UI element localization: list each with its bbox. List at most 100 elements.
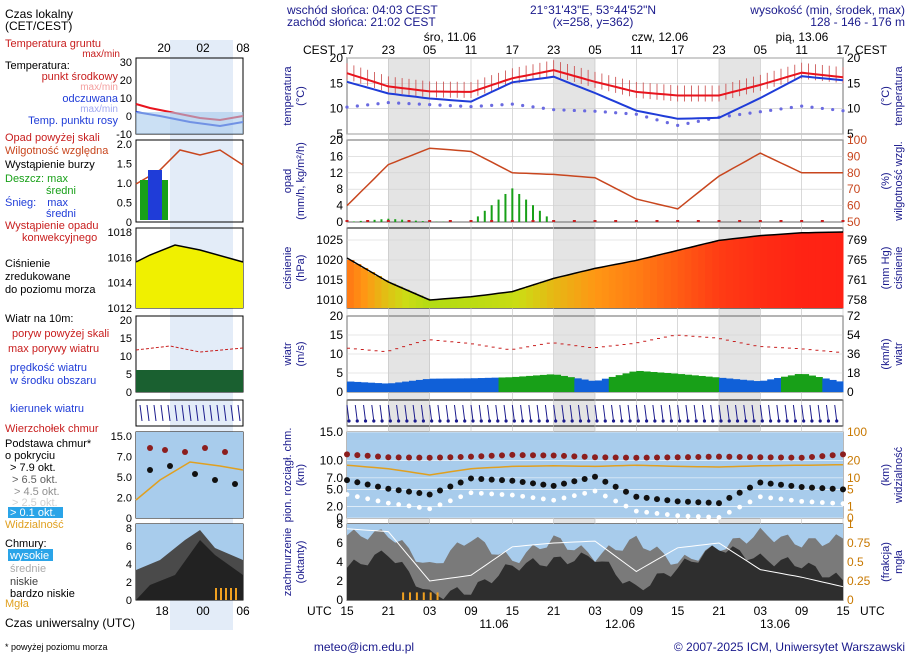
- legend-mini-tick: 5: [126, 369, 132, 381]
- wind-speed-fill: [767, 379, 775, 392]
- bottom-hour-label: 09: [464, 604, 478, 618]
- cloud-base-low-dot: [623, 503, 629, 509]
- legend-mini-tick: 7.0: [117, 452, 132, 464]
- cloud-base-low-dot: [809, 499, 815, 505]
- wind-arrow-head: [793, 419, 798, 423]
- pressure-fill: [367, 272, 376, 308]
- humidity-tick: 60: [847, 199, 861, 213]
- wind-arrow-head: [744, 419, 748, 423]
- wind-arrow: [644, 404, 648, 422]
- rain-bar: [380, 219, 383, 222]
- pressure-tick: 1025: [316, 233, 343, 247]
- low-cloud-area: [347, 545, 843, 600]
- wind-kmh-tick: 54: [847, 328, 861, 342]
- pressure-fill: [815, 232, 823, 308]
- wind-speed-fill: [450, 378, 458, 392]
- wind-arrow: [346, 404, 350, 422]
- wind-speed-fill: [822, 378, 830, 392]
- wind-arrow: [387, 404, 391, 422]
- pressure-fill: [725, 239, 734, 308]
- wind-speed-fill: [794, 374, 803, 392]
- wind-axis-title-right: wiatr: [893, 342, 905, 367]
- wind-speed-fill: [815, 377, 823, 392]
- pressure-fill: [829, 232, 837, 308]
- cloud-base-dot: [571, 478, 578, 485]
- wind-arrow: [677, 404, 681, 422]
- legend-mini-tick: 1014: [108, 278, 132, 290]
- wind-speed-fill: [760, 380, 768, 392]
- top-hour-label: 05: [588, 43, 602, 57]
- wind-kmh-tick: 36: [847, 347, 861, 361]
- wind-arrow: [693, 404, 697, 422]
- legend-wind-speed: prędkość wiatru: [10, 362, 87, 374]
- top-hour-label: 11: [630, 43, 643, 57]
- wind-speed-fill: [608, 376, 617, 392]
- legend-pressure-fill: [136, 245, 243, 308]
- legend-mini-tick: 1.5: [117, 159, 132, 171]
- pressure-fill: [491, 293, 500, 308]
- wind-arrow-head: [438, 419, 442, 423]
- wind-arrow: [429, 404, 433, 422]
- wind-arrow: [462, 404, 466, 422]
- legend-cloud-top-dot: [182, 449, 188, 455]
- elevation-label: wysokość (min, środek, max): [749, 3, 905, 17]
- wind-tick: 5: [336, 366, 343, 380]
- wind-speed-fill: [739, 379, 748, 392]
- temperature-line: [346, 69, 844, 97]
- wind-arrow: [553, 404, 557, 422]
- legend-okt01-bg: [8, 507, 63, 518]
- cloud-base-dot: [623, 488, 629, 495]
- wind-arrow-head: [818, 419, 822, 423]
- pressure-tick: 1015: [316, 273, 343, 287]
- cloud-top-dot: [561, 452, 567, 459]
- pressure-fill: [388, 283, 396, 308]
- wind-arrow-head: [545, 419, 550, 423]
- wind-arrow: [668, 404, 672, 422]
- cloud-base-low-dot: [768, 495, 774, 501]
- cloud-base-low-dot: [695, 514, 701, 519]
- wind-speed-fill: [615, 375, 624, 392]
- visibility-tick: 100: [847, 425, 867, 439]
- pressure-fill: [794, 233, 803, 308]
- dew-point-dot: [603, 110, 607, 114]
- legend-okt01: > 0.1 okt.: [10, 507, 56, 519]
- dew-point-dot: [376, 102, 380, 106]
- dew-point-dot: [614, 111, 618, 115]
- cloud-top-dot: [488, 452, 495, 459]
- rain-bar: [545, 216, 548, 222]
- cloud-top-dot: [364, 452, 371, 459]
- legend-feels: odczuwana: [62, 93, 119, 105]
- cloud-base-dot: [540, 481, 547, 488]
- wind-speed-fill: [415, 379, 424, 392]
- cloud-top-dot: [705, 453, 712, 460]
- cloud-base-dot: [561, 480, 567, 487]
- temp-tick: 5: [336, 127, 343, 141]
- cloud-base-dot: [654, 496, 660, 503]
- pressure-line: [346, 231, 844, 301]
- cloud-base-low-dot: [840, 501, 846, 507]
- wind-arrow-head: [363, 419, 368, 423]
- wind-arrow: [544, 404, 548, 422]
- cloud-base-dot: [385, 485, 392, 492]
- legend-precip-over: Opad powyżej skali: [5, 132, 100, 144]
- cloud-base-dot: [550, 482, 557, 489]
- cloud-base-low-dot: [778, 496, 784, 502]
- wind-arrow: [536, 404, 540, 422]
- legend-fog-bar: [235, 588, 237, 600]
- legend-gust-line: [135, 345, 244, 353]
- wind-arrow-head: [471, 419, 475, 423]
- pressure-fill: [595, 267, 603, 308]
- cover-tick: 0: [336, 593, 343, 607]
- pressure-fill: [615, 263, 624, 308]
- wind-speed-fill: [402, 381, 410, 392]
- cloud-base-dot: [788, 482, 795, 489]
- footer-email[interactable]: meteo@icm.edu.pl: [314, 640, 414, 654]
- legend-rain-avg: średni: [46, 185, 76, 197]
- legend-okt45: > 4.5 okt.: [14, 486, 60, 498]
- legend-wind-speed-2: w środku obszaru: [9, 375, 96, 387]
- cloud-top-dot: [519, 452, 526, 459]
- coords-text: 21°31'43"E, 53°44'52"N: [530, 3, 656, 17]
- wind-arrow: [511, 404, 515, 422]
- wind-speed-fill: [353, 381, 362, 392]
- humidity-line: [346, 147, 843, 210]
